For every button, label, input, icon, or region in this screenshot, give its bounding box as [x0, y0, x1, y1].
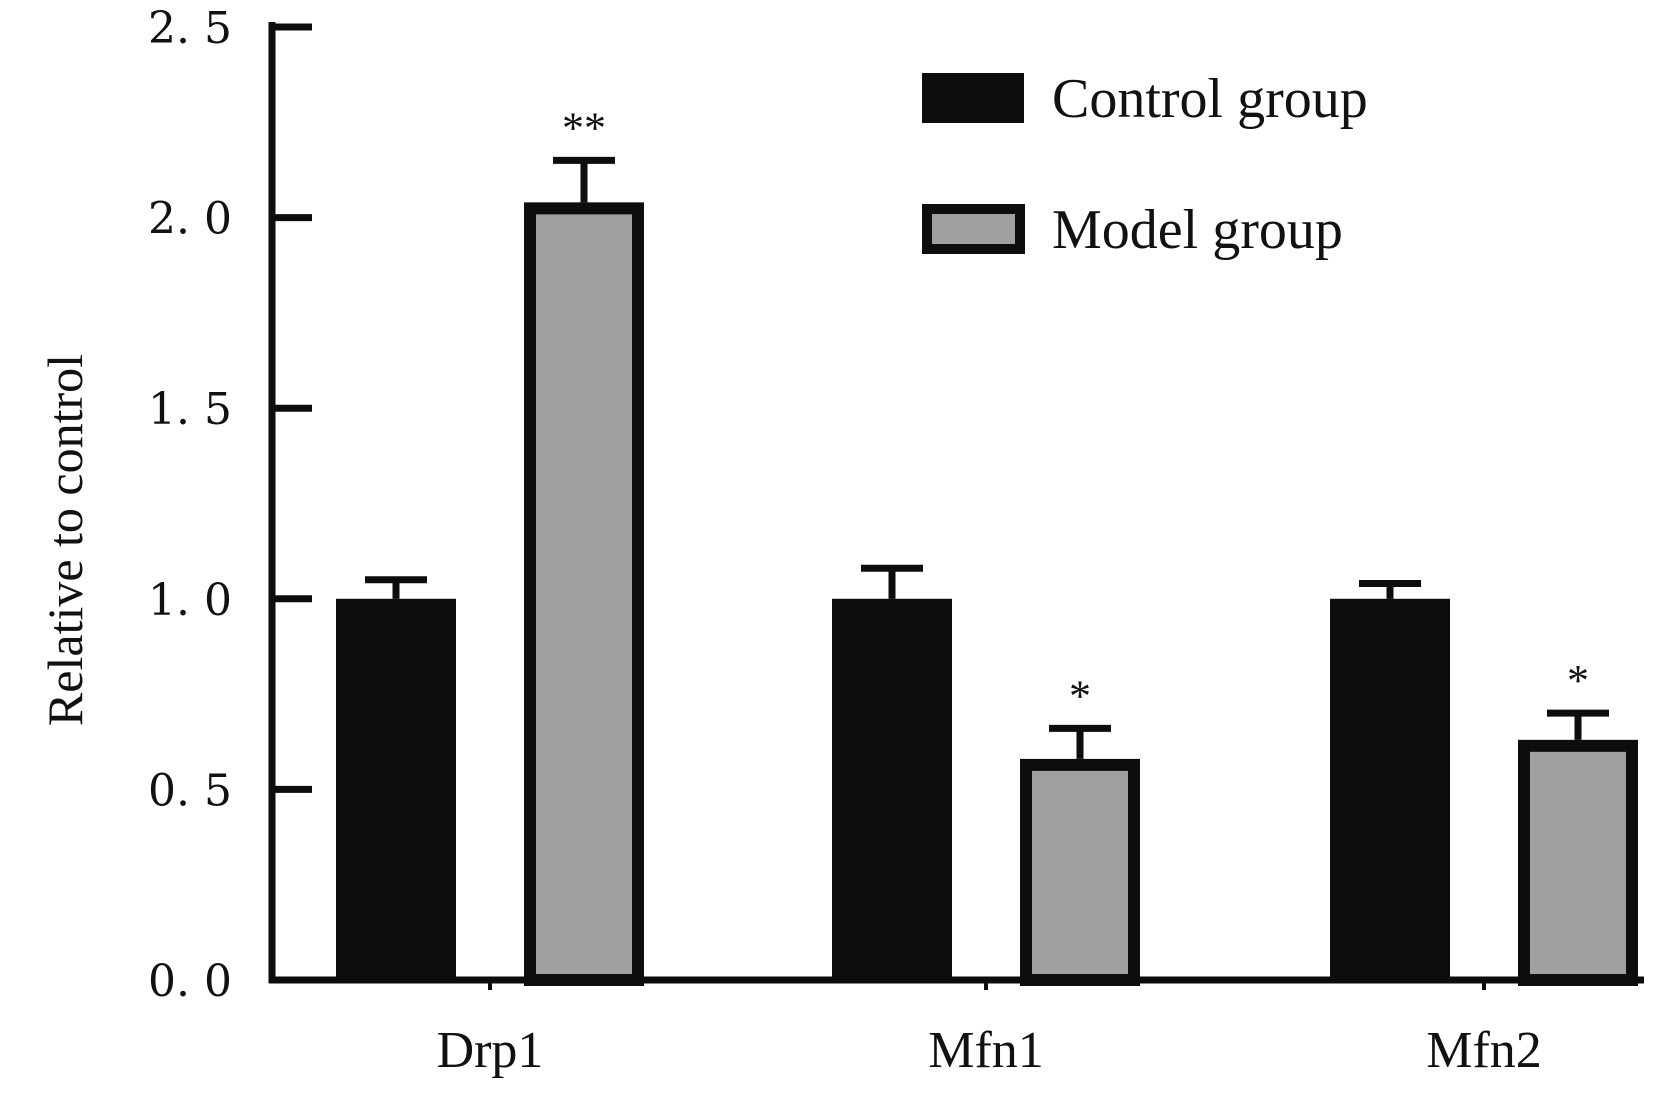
significance-marker: **	[562, 103, 606, 152]
x-tick-label: Mfn2	[1426, 1022, 1542, 1079]
legend-swatch	[922, 73, 1024, 123]
legend-swatch	[922, 204, 1025, 254]
bars: *** *	[336, 103, 1638, 987]
y-tick-label: 2. 5	[148, 3, 232, 54]
bar-control-group	[336, 598, 456, 980]
y-axis-title: Relative to control	[37, 354, 93, 726]
bar-control-group	[1330, 598, 1450, 980]
x-tick-label: Mfn1	[928, 1022, 1044, 1079]
bar-model-group	[1518, 739, 1638, 986]
bar-control-group	[832, 598, 952, 980]
y-tick-label: 2. 0	[148, 194, 232, 245]
bar-model-group	[1020, 758, 1140, 986]
y-tick-label: 1. 0	[148, 575, 232, 626]
y-tick-label: 1. 5	[148, 384, 232, 435]
x-axis-labels: Drp1 Mfn1 Mfn2	[437, 980, 1542, 1079]
legend-label: Control group	[1052, 68, 1368, 130]
legend-label: Model group	[1052, 199, 1343, 261]
legend: Control group Model group	[922, 68, 1368, 261]
bar-model-group	[524, 202, 644, 987]
y-axis-ticks: 0. 0 0. 5 1. 0 1. 5 2. 0 2. 5	[148, 3, 312, 1007]
significance-marker: *	[1567, 656, 1589, 705]
significance-marker: *	[1069, 671, 1091, 720]
y-tick-label: 0. 0	[148, 956, 232, 1007]
axes	[268, 22, 1644, 984]
y-tick-label: 0. 5	[148, 765, 232, 816]
x-tick-label: Drp1	[437, 1022, 544, 1079]
